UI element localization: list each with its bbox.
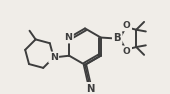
Text: B: B — [113, 33, 121, 43]
Text: O: O — [123, 47, 131, 56]
Text: N: N — [50, 53, 58, 62]
Text: O: O — [123, 21, 131, 30]
Text: N: N — [64, 33, 72, 42]
Text: N: N — [86, 84, 94, 94]
